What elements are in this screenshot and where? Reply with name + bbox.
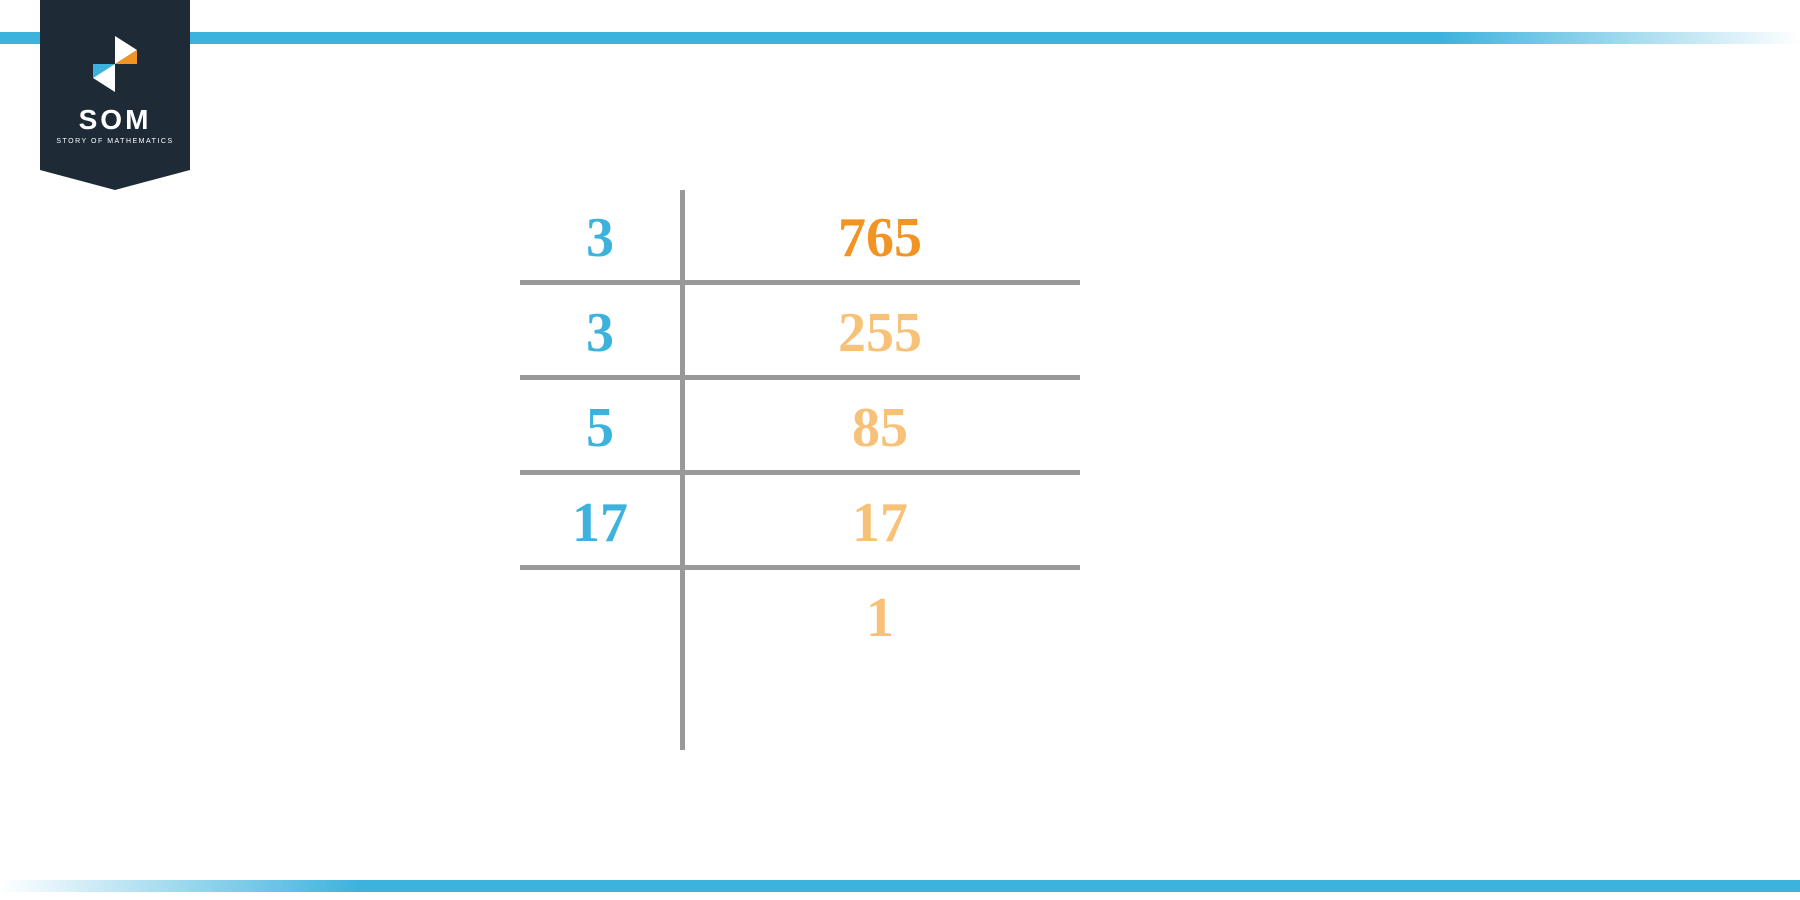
bottom-accent-bar	[0, 880, 1800, 892]
divisor-cell: 3	[520, 206, 680, 270]
quotient-cell: 85	[680, 396, 1080, 460]
factor-row: 1	[520, 570, 1080, 665]
divisor-cell: 17	[520, 491, 680, 555]
logo-subtitle: STORY OF MATHEMATICS	[56, 138, 173, 145]
logo-icon	[87, 36, 143, 92]
factor-row: 17 17	[520, 475, 1080, 570]
factorization-table: 3 765 3 255 5 85 17 17 1	[520, 190, 1080, 665]
factor-row: 3 765	[520, 190, 1080, 285]
quotient-cell: 255	[680, 301, 1080, 365]
quotient-cell: 17	[680, 491, 1080, 555]
factor-row: 5 85	[520, 380, 1080, 475]
quotient-cell: 1	[680, 586, 1080, 650]
divisor-cell: 5	[520, 396, 680, 460]
logo-badge: SOM STORY OF MATHEMATICS	[40, 0, 190, 170]
divisor-cell: 3	[520, 301, 680, 365]
logo-title: SOM	[79, 104, 152, 136]
factor-row: 3 255	[520, 285, 1080, 380]
quotient-cell: 765	[680, 206, 1080, 270]
top-accent-bar	[0, 32, 1800, 44]
